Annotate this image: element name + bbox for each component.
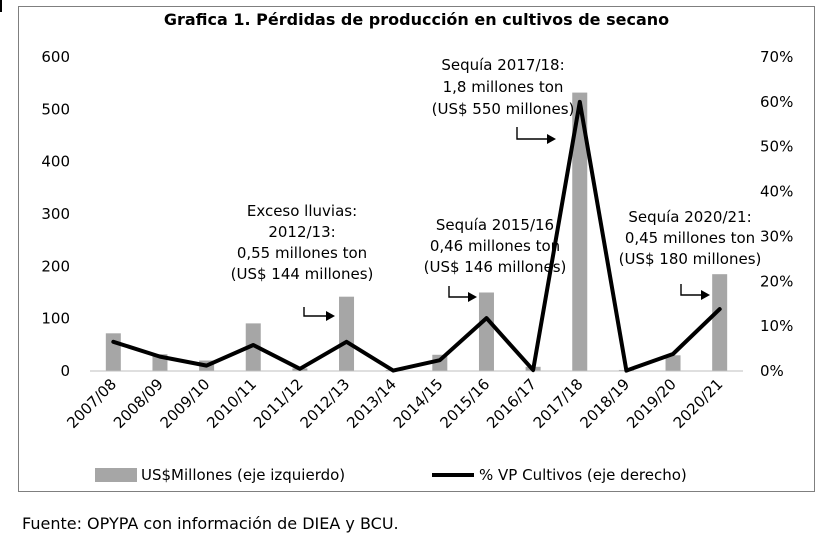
- bar: [712, 274, 728, 371]
- annotation-arrow-line: [303, 307, 328, 317]
- left-axis-tick-label: 600: [41, 48, 70, 66]
- chart-title: Grafica 1. Pérdidas de producción en cul…: [163, 10, 670, 29]
- annotation-arrow-line: [680, 284, 703, 296]
- bar: [105, 333, 121, 371]
- annotation-text: (US$ 146 millones): [424, 258, 567, 276]
- annotation-text: (US$ 550 millones): [432, 100, 575, 118]
- x-axis-tick-label: 2013/14: [343, 375, 400, 432]
- bar: [339, 296, 355, 371]
- x-axis-tick-label: 2009/10: [157, 375, 214, 432]
- annotation-arrowhead: [701, 290, 710, 300]
- annotation-text: Sequía 2020/21:: [628, 208, 751, 226]
- right-axis-tick-label: 30%: [760, 227, 793, 245]
- left-axis-tick-label: 300: [41, 205, 70, 223]
- annotation-text: 0,55 millones ton: [237, 244, 367, 262]
- x-axis-tick-label: 2008/09: [110, 375, 167, 432]
- legend-line-label: % VP Cultivos (eje derecho): [479, 466, 687, 484]
- right-axis-tick-label: 70%: [760, 48, 793, 66]
- x-axis-tick-label: 2014/15: [390, 375, 447, 432]
- line-series: [111, 99, 722, 373]
- x-axis-tick-label: 2012/13: [297, 375, 354, 432]
- annotation-arrow-line: [448, 286, 470, 298]
- right-axis-tick-label: 50%: [760, 138, 793, 156]
- bar: [665, 355, 681, 371]
- annotation-arrow-line: [516, 127, 549, 140]
- annotation-text: Sequía 2015/16: [436, 216, 554, 234]
- left-axis-tick-label: 500: [41, 100, 70, 118]
- annotation-text: Sequía 2017/18:: [441, 56, 564, 74]
- left-axis-tick-label: 0: [60, 362, 70, 380]
- chart-frame: [18, 6, 815, 492]
- right-axis-tick-label: 0%: [760, 362, 784, 380]
- x-axis-tick-label: 2019/20: [623, 375, 680, 432]
- right-axis-tick-label: 60%: [760, 93, 793, 111]
- x-axis-tick-label: 2007/08: [63, 375, 120, 432]
- right-axis-tick-label: 40%: [760, 183, 793, 201]
- left-axis-tick-label: 100: [41, 310, 70, 328]
- right-axis-tick-label: 20%: [760, 272, 793, 290]
- legend-bar-swatch: [95, 468, 137, 482]
- right-axis-tick-label: 10%: [760, 317, 793, 335]
- annotation-text: Exceso lluvias:: [247, 202, 357, 220]
- annotation-text: (US$ 144 millones): [231, 265, 374, 283]
- annotation-text: 2012/13:: [268, 223, 335, 241]
- bar: [572, 92, 588, 371]
- legend-bar-label: US$Millones (eje izquierdo): [141, 466, 345, 484]
- annotation-text: 0,45 millones ton: [625, 229, 755, 247]
- annotation-text: 1,8 millones ton: [443, 78, 564, 96]
- x-axis-tick-label: 2010/11: [203, 375, 260, 432]
- annotation-arrowhead: [468, 292, 477, 302]
- x-axis-tick-label: 2011/12: [250, 375, 307, 432]
- source-note: Fuente: OPYPA con información de DIEA y …: [22, 514, 399, 533]
- x-axis-tick-label: 2020/21: [670, 375, 727, 432]
- annotation-arrowhead: [547, 134, 556, 144]
- x-axis-tick-label: 2016/17: [483, 375, 540, 432]
- annotation-text: 0,46 millones ton: [430, 237, 560, 255]
- corner-mark: [0, 0, 2, 12]
- x-axis-tick-label: 2018/19: [576, 375, 633, 432]
- bar: [478, 292, 494, 371]
- x-axis-tick-label: 2015/16: [436, 375, 493, 432]
- annotation-text: (US$ 180 millones): [619, 250, 762, 268]
- left-axis-tick-label: 200: [41, 257, 70, 275]
- left-axis-tick-label: 400: [41, 153, 70, 171]
- annotation-arrowhead: [326, 311, 335, 321]
- x-axis-tick-label: 2017/18: [530, 375, 587, 432]
